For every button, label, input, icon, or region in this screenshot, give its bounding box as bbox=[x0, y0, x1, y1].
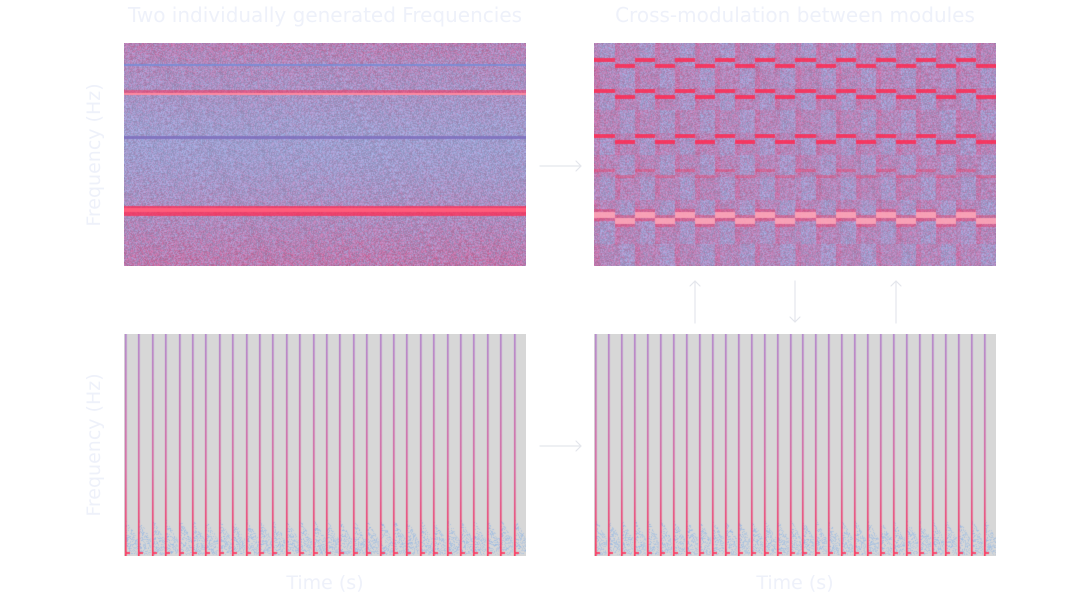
spectrogram-pulse-train bbox=[124, 334, 526, 556]
arrow-top-right bbox=[539, 160, 582, 172]
title-right: Cross-modulation between modules bbox=[615, 3, 975, 27]
arrow-up-left bbox=[689, 280, 701, 324]
x-axis-label-left: Time (s) bbox=[286, 572, 364, 594]
arrow-down-middle bbox=[789, 280, 801, 323]
spectrogram-cross-modulated-pulses bbox=[594, 334, 996, 556]
spectrogram-continuous-tones bbox=[124, 43, 526, 266]
arrow-bottom-right bbox=[539, 440, 582, 452]
spectrogram-cross-modulated-tones bbox=[594, 43, 996, 266]
title-left: Two individually generated Frequencies bbox=[127, 3, 523, 27]
arrow-up-right bbox=[890, 280, 902, 324]
x-axis-label-right: Time (s) bbox=[756, 572, 834, 594]
